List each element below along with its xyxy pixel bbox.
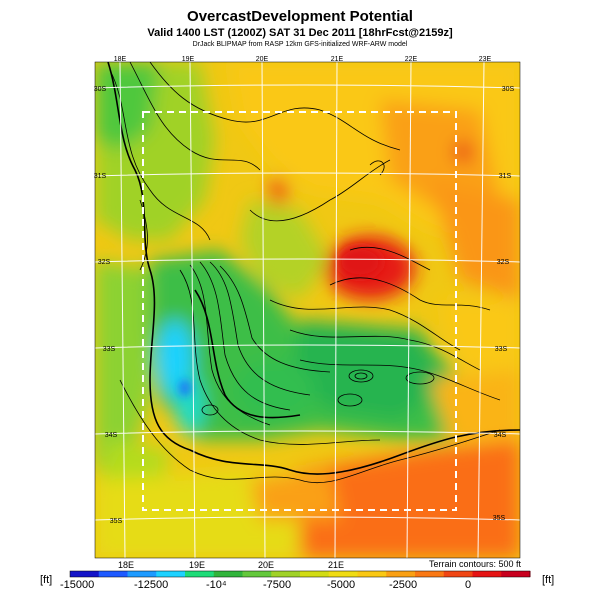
lat-label-left: 33S	[103, 346, 116, 353]
lat-label-right: 33S	[495, 346, 508, 353]
lon-label-bottom: 18E	[118, 560, 134, 570]
lat-lon-grid	[95, 62, 520, 558]
lat-label-left: 30S	[94, 86, 107, 93]
colorbar-tick-label: -2500	[389, 579, 418, 591]
colorbar-swatch	[415, 571, 445, 577]
lat-label-left: 31S	[94, 173, 107, 180]
colorbar-swatch	[443, 571, 473, 577]
coastline	[107, 62, 520, 475]
colorbar-unit-left: [ft]	[40, 574, 53, 586]
lat-label-left: 32S	[98, 259, 111, 266]
colorbar-swatch	[213, 571, 243, 577]
map-frame	[94, 61, 521, 559]
colorbar-swatch	[98, 571, 128, 577]
lon-label-top: 22E	[405, 56, 418, 63]
lat-label-right: 35S	[493, 515, 506, 522]
colorbar-swatch	[386, 571, 416, 577]
lon-label-top: 19E	[182, 56, 195, 63]
colorbar-swatch	[328, 571, 358, 577]
colorbar-unit-right: [ft]	[542, 574, 555, 586]
lon-label-top: 23E	[479, 56, 492, 63]
lat-label-right: 30S	[502, 86, 515, 93]
colorbar-swatch	[185, 571, 215, 577]
colorbar-tick-label: -7500	[263, 579, 292, 591]
lat-label-right: 31S	[499, 173, 512, 180]
colorbar-frame	[69, 570, 531, 578]
colorbar-swatch	[472, 571, 502, 577]
terrain-contours	[109, 62, 501, 484]
lon-label-bottom: 21E	[328, 560, 344, 570]
colorbar-tick-label: 0	[465, 579, 472, 591]
colorbar-swatch	[242, 571, 272, 577]
lon-label-top: 18E	[114, 56, 127, 63]
colorbar-tick-label: -15000	[60, 579, 95, 591]
lat-label-left: 34S	[105, 432, 118, 439]
colorbar-swatch	[127, 571, 157, 577]
lat-label-right: 32S	[497, 259, 510, 266]
model-credit: DrJack BLIPMAP from RASP 12km GFS-initia…	[192, 41, 408, 48]
terrain-contour-note: Terrain contours: 500 ft	[429, 559, 522, 569]
colorbar	[70, 571, 531, 577]
map-title: OvercastDevelopment Potential	[187, 8, 413, 25]
lat-label-right: 34S	[494, 432, 507, 439]
lon-label-top: 21E	[331, 56, 344, 63]
potential-field	[95, 62, 520, 558]
valid-time-subtitle: Valid 1400 LST (1200Z) SAT 31 Dec 2011 […	[147, 27, 453, 39]
colorbar-swatch	[271, 571, 301, 577]
lon-label-bottom: 20E	[258, 560, 274, 570]
colorbar-swatch	[501, 571, 531, 577]
colorbar-tick-label: -5000	[327, 579, 356, 591]
inner-domain-box	[142, 111, 457, 511]
colorbar-swatch	[156, 571, 186, 577]
colorbar-swatch	[357, 571, 387, 577]
lat-label-left: 35S	[110, 518, 123, 525]
colorbar-swatch	[70, 571, 100, 577]
colorbar-tick-label: -12500	[134, 579, 169, 591]
colorbar-tick-label: -10⁴	[206, 579, 227, 591]
colorbar-swatch	[300, 571, 330, 577]
lon-label-top: 20E	[256, 56, 269, 63]
lon-label-bottom: 19E	[189, 560, 205, 570]
